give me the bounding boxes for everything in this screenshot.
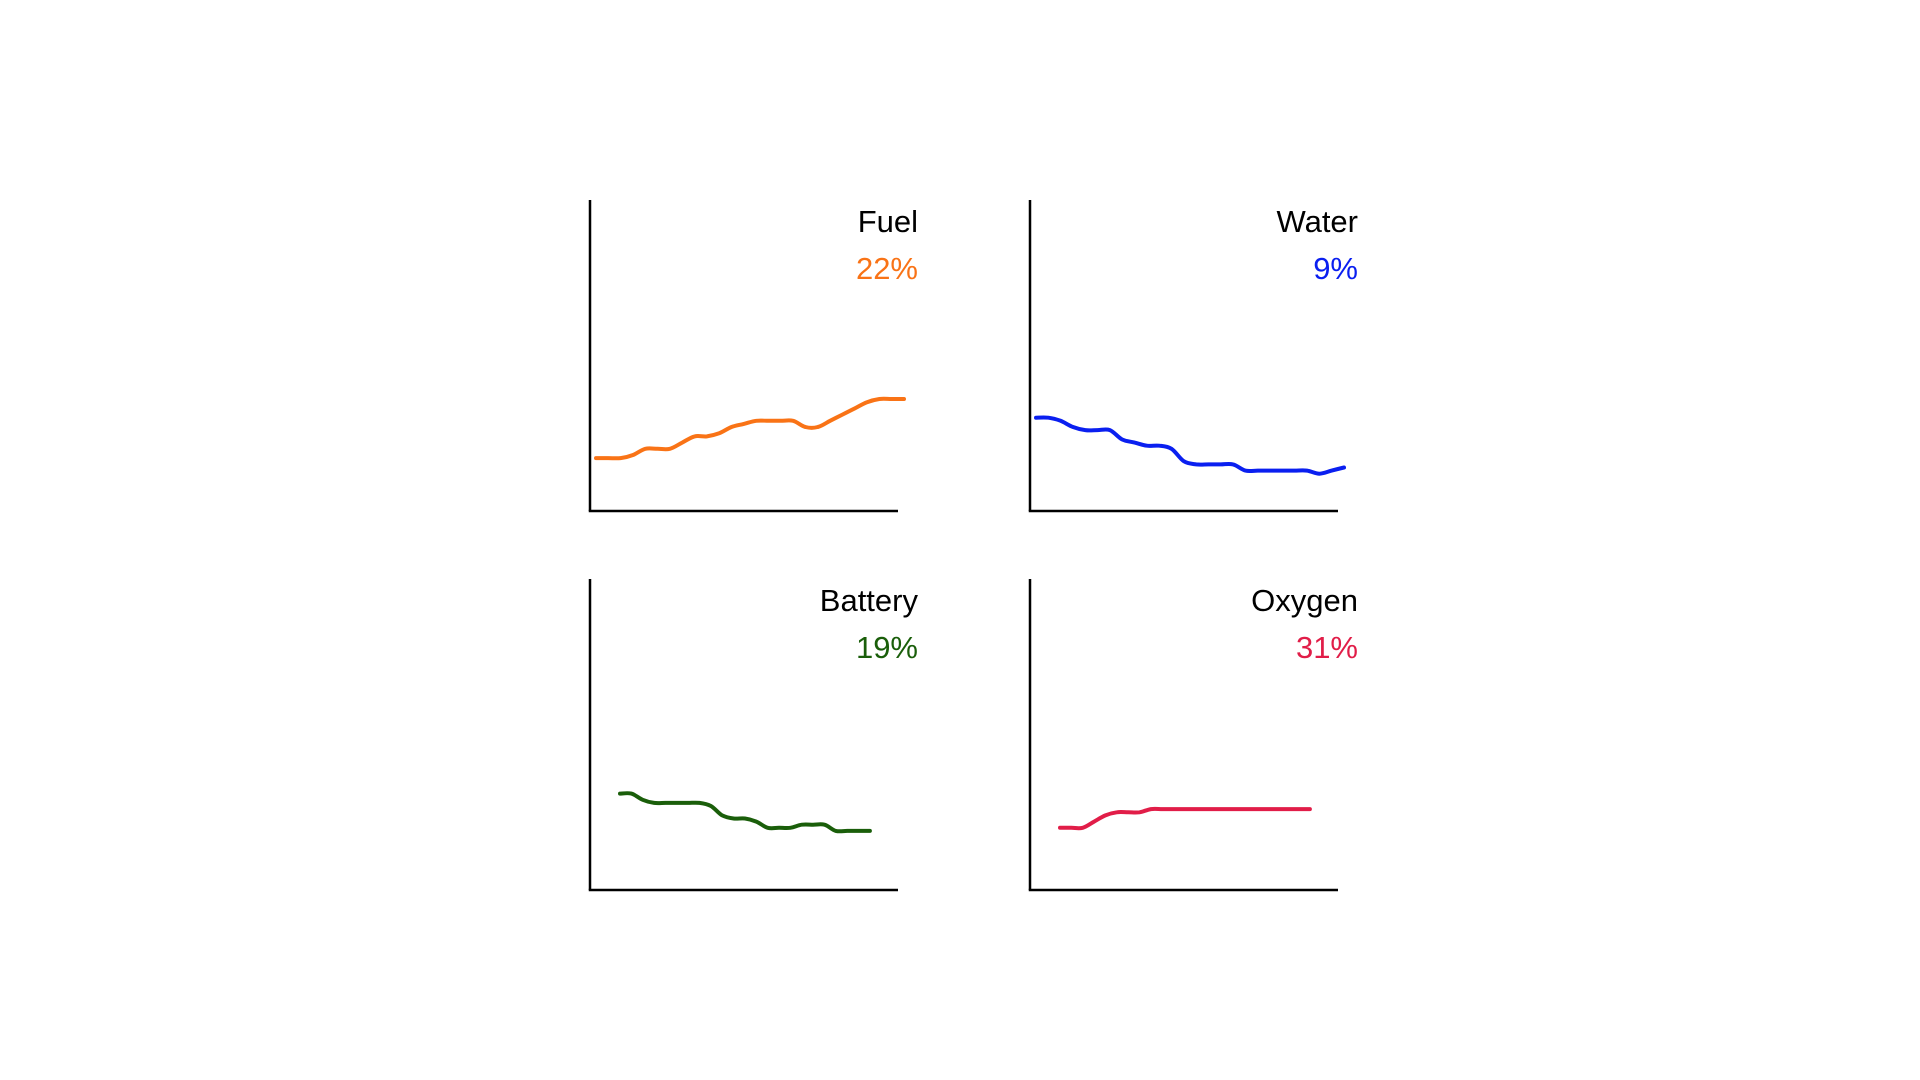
water-chart-title: Water <box>1276 204 1358 239</box>
oxygen-chart-panel: Oxygen 31% <box>1028 577 1358 897</box>
oxygen-chart-plot <box>1028 579 1338 892</box>
oxygen-chart-title: Oxygen <box>1251 583 1358 618</box>
water-chart-plot <box>1028 200 1346 513</box>
fuel-chart-plot <box>588 200 906 513</box>
battery-chart-series-line <box>618 791 872 834</box>
fuel-chart-panel: Fuel 22% <box>588 198 918 518</box>
oxygen-percentage: 31% <box>1295 630 1358 665</box>
fuel-percentage: 22% <box>855 251 918 286</box>
battery-chart-title: Battery <box>819 583 918 618</box>
fuel-chart-series-line <box>594 396 906 461</box>
water-chart-series-line <box>1034 415 1346 476</box>
battery-chart-panel: Battery 19% <box>588 577 918 897</box>
battery-percentage: 19% <box>855 630 918 665</box>
fuel-chart-title: Fuel <box>857 204 918 239</box>
water-chart-panel: Water 9% <box>1028 198 1358 518</box>
water-percentage: 9% <box>1313 251 1358 286</box>
oxygen-chart-series-line <box>1058 806 1312 831</box>
battery-chart-plot <box>588 579 898 892</box>
